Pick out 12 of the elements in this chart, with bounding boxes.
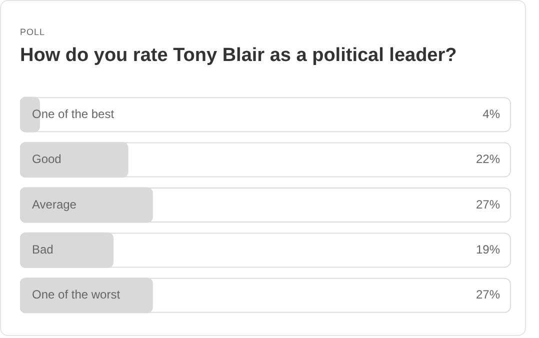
data-label: 4% — [482, 106, 500, 121]
chart-title: How do you rate Tony Blair as a political leader? — [20, 45, 457, 67]
y-tick-label: One of the best — [32, 106, 115, 121]
data-label: 22% — [476, 152, 500, 166]
data-label: 19% — [476, 242, 500, 257]
y-tick-label: Good — [32, 152, 62, 166]
y-tick-label: Bad — [32, 242, 54, 257]
y-tick-label: One of the worst — [32, 288, 121, 302]
y-tick-label: Average — [32, 197, 77, 212]
data-label: 27% — [476, 288, 500, 302]
data-label: 27% — [476, 197, 500, 212]
text: POLL — [20, 27, 46, 37]
